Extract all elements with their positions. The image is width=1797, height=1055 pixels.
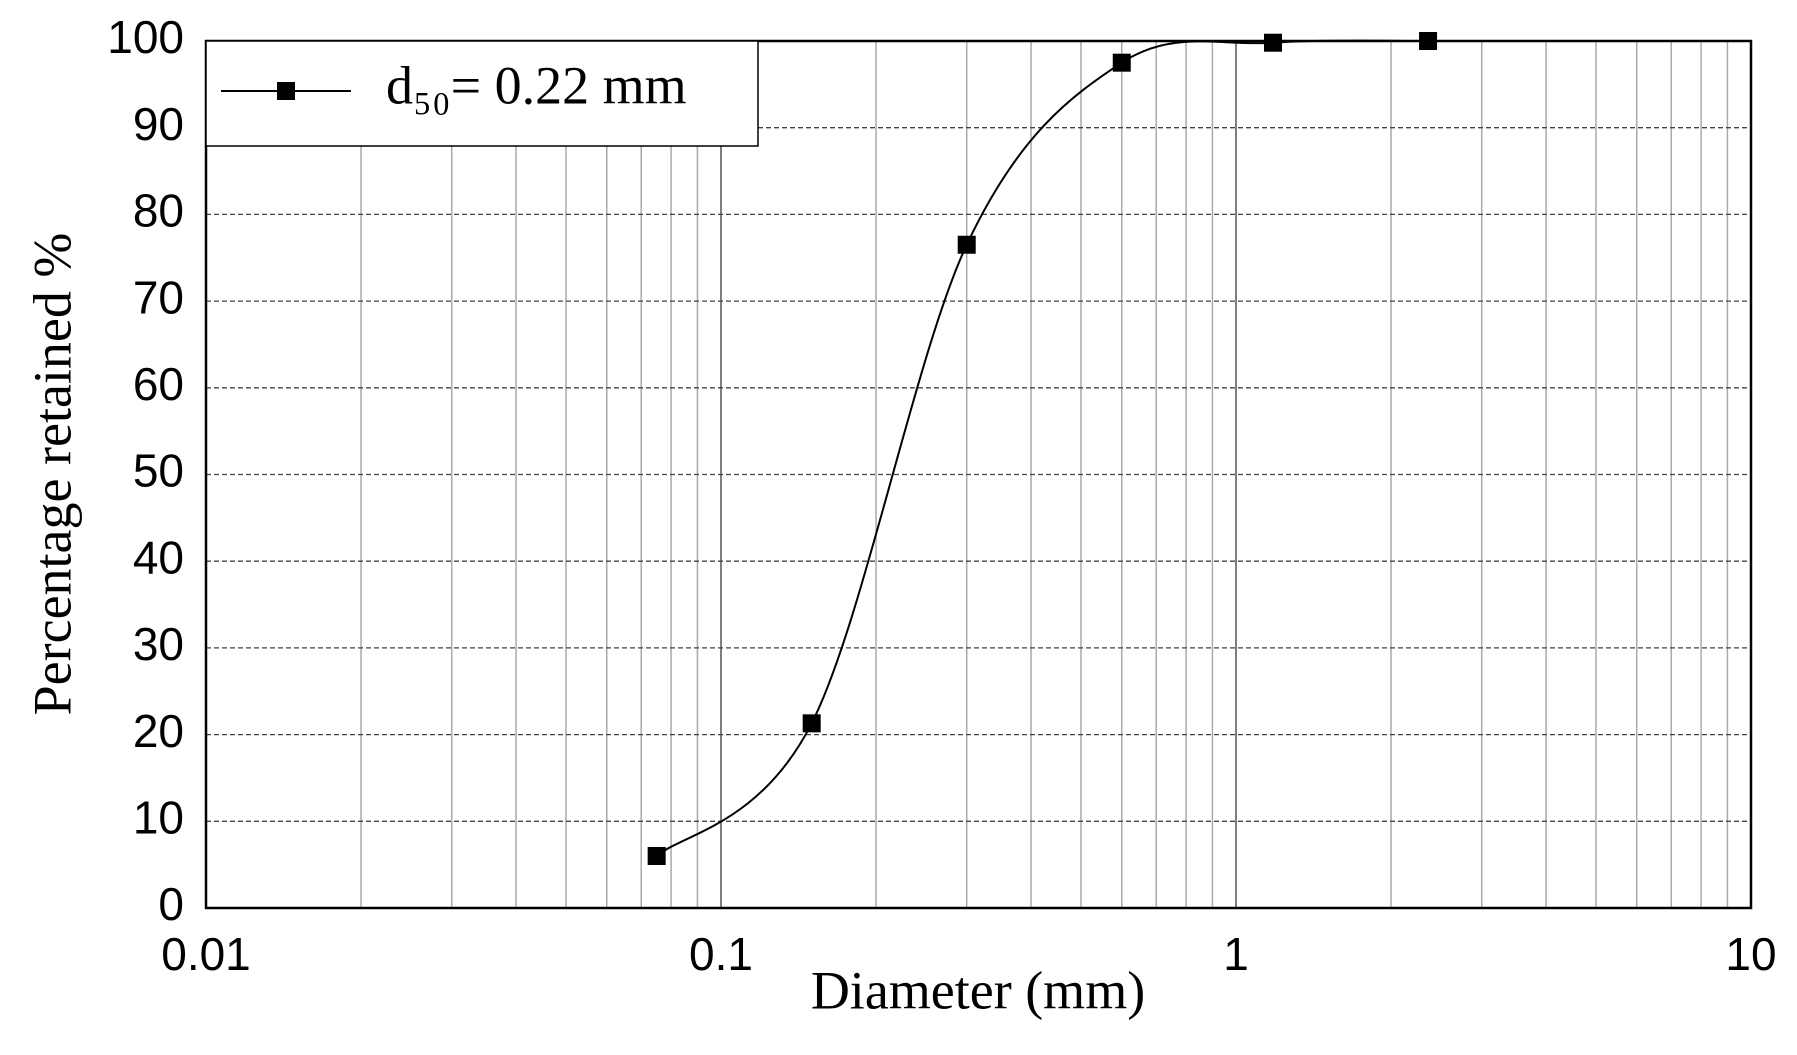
x-axis-label: Diameter (mm)	[811, 960, 1145, 1020]
y-tick-label: 100	[107, 11, 184, 63]
x-tick-label: 1	[1223, 928, 1249, 980]
y-tick-label: 30	[133, 618, 184, 670]
x-tick-label: 0.01	[161, 928, 251, 980]
y-tick-label: 20	[133, 705, 184, 757]
y-tick-label: 90	[133, 98, 184, 150]
y-tick-label: 60	[133, 358, 184, 410]
y-tick-label: 10	[133, 791, 184, 843]
x-tick-label: 10	[1725, 928, 1776, 980]
y-tick-label: 40	[133, 531, 184, 583]
y-tick-label: 0	[158, 878, 184, 930]
y-tick-label: 50	[133, 445, 184, 497]
x-tick-label: 0.1	[689, 928, 753, 980]
y-tick-label: 70	[133, 271, 184, 323]
data-point	[647, 846, 666, 865]
data-point	[1419, 32, 1438, 50]
fit-curve	[656, 39, 1429, 857]
data-point	[1112, 53, 1131, 72]
data-point	[1264, 33, 1283, 52]
legend-label: d₅₀= 0.22 mm	[386, 55, 687, 115]
data-point	[802, 714, 821, 733]
y-axis-label: Percentage retained %	[22, 233, 82, 716]
legend-box	[205, 40, 759, 147]
data-point	[957, 235, 976, 254]
plot-frame	[204, 39, 1753, 910]
y-tick-label: 80	[133, 185, 184, 237]
legend-marker	[277, 82, 295, 100]
